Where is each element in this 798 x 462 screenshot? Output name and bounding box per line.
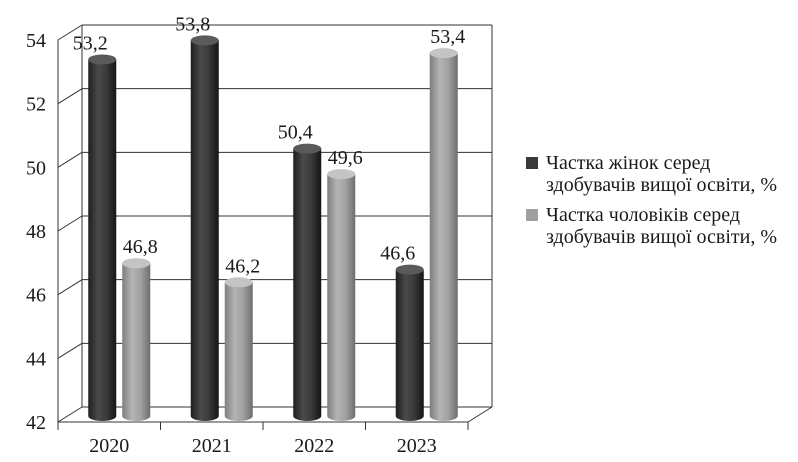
bar-top <box>122 258 151 269</box>
legend-label-women: Частка жінок серед здобувачів вищої осві… <box>546 152 778 196</box>
bar-top <box>395 264 424 275</box>
bar-men <box>122 258 151 422</box>
gridline-side <box>57 24 83 41</box>
bar-top <box>224 277 253 288</box>
legend-swatch-women <box>526 157 538 169</box>
bar-men <box>429 48 458 422</box>
bar-women <box>190 35 219 422</box>
bar-body <box>122 263 151 422</box>
y-tick-label: 44 <box>26 348 46 370</box>
bar-body <box>327 174 356 422</box>
data-label: 49,6 <box>328 147 363 169</box>
gridline-side <box>57 406 83 423</box>
bar-top <box>293 143 322 154</box>
gridline-side <box>57 342 83 359</box>
data-label: 46,2 <box>225 255 260 277</box>
bar-women <box>395 264 424 422</box>
bar-body <box>88 59 117 422</box>
bar-women <box>88 54 117 422</box>
data-label: 53,4 <box>430 26 465 48</box>
x-tick-label: 2023 <box>397 435 437 457</box>
floor-right-edge <box>467 406 493 423</box>
y-tick-label: 50 <box>26 157 46 179</box>
y-tick-label: 54 <box>26 30 46 52</box>
y-tick-label: 46 <box>26 285 46 307</box>
bar-body <box>429 53 458 422</box>
gridline-side <box>57 215 83 232</box>
x-tick-label: 2021 <box>192 435 232 457</box>
data-label: 53,8 <box>175 13 210 35</box>
bar-men <box>327 169 356 422</box>
gridline-side <box>57 151 83 168</box>
data-label: 46,8 <box>123 236 158 258</box>
bar-men <box>224 277 253 422</box>
bar-body <box>190 40 219 422</box>
bar-top <box>190 35 219 46</box>
bar-top <box>327 169 356 180</box>
bar-body <box>224 282 253 422</box>
legend: Частка жінок серед здобувачів вищої осві… <box>526 152 796 256</box>
x-tick-label: 2022 <box>294 435 334 457</box>
bar-top <box>429 48 458 59</box>
bar-top <box>88 54 117 65</box>
gridline-side <box>57 279 83 296</box>
legend-item-women: Частка жінок серед здобувачів вищої осві… <box>526 152 796 196</box>
bar-women <box>293 143 322 422</box>
bar-body <box>293 148 322 422</box>
y-tick-label: 42 <box>26 412 46 434</box>
y-tick-label: 52 <box>26 94 46 116</box>
legend-item-men: Частка чоловіків серед здобувачів вищої … <box>526 204 796 248</box>
gridline-side <box>57 88 83 105</box>
legend-label-men: Частка чоловіків серед здобувачів вищої … <box>546 204 778 248</box>
y-tick-label: 48 <box>26 221 46 243</box>
x-tick-label: 2020 <box>89 435 129 457</box>
bar-body <box>395 269 424 422</box>
legend-swatch-men <box>526 209 538 221</box>
data-label: 53,2 <box>73 32 108 54</box>
data-label: 46,6 <box>380 243 415 265</box>
data-label: 50,4 <box>278 122 313 144</box>
